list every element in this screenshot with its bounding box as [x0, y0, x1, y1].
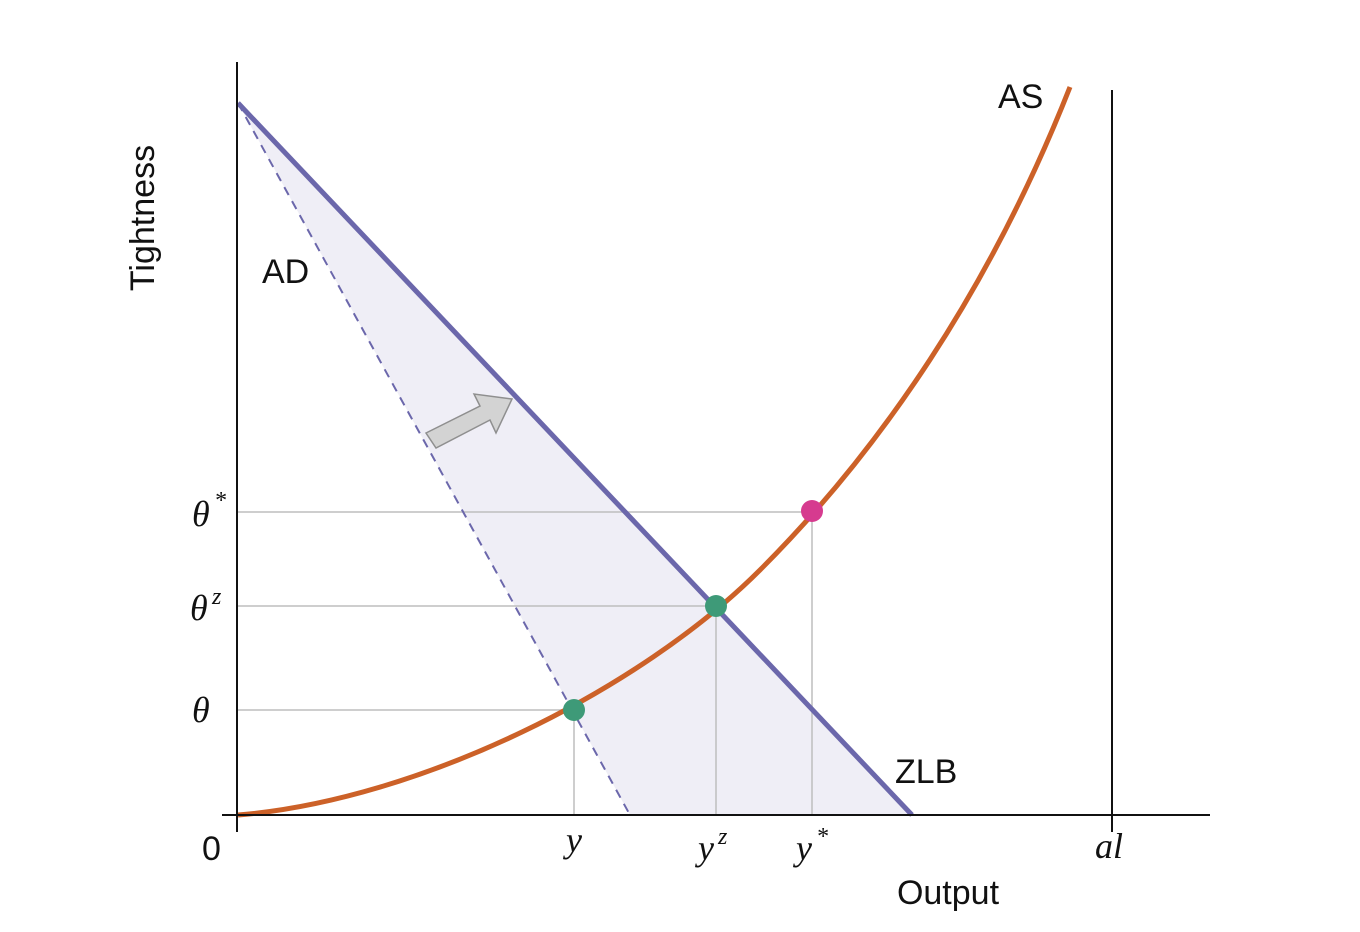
as-label: AS: [998, 78, 1043, 116]
y-tick-theta-star: θ *: [192, 488, 226, 534]
svg-text:y: y: [563, 820, 582, 860]
svg-text:z: z: [211, 584, 222, 610]
y-tick-theta: θ: [192, 690, 210, 730]
origin-label: 0: [202, 830, 221, 868]
svg-text:y: y: [793, 828, 812, 868]
efficient-point: [801, 500, 823, 522]
svg-text:θ: θ: [192, 690, 210, 730]
y-axis-title: Tightness: [124, 145, 162, 291]
svg-text:al: al: [1095, 826, 1123, 866]
ad-dashed-line: [237, 102, 631, 816]
x-axis-title: Output: [897, 874, 1000, 912]
x-tick-y-z: y z: [695, 824, 728, 868]
ad-label: AD: [262, 253, 309, 291]
zlb-label: ZLB: [895, 753, 957, 791]
svg-text:θ: θ: [190, 588, 208, 628]
svg-text:z: z: [717, 824, 728, 850]
x-tick-y-star: y *: [793, 824, 828, 868]
svg-text:y: y: [695, 828, 714, 868]
as-curve: [237, 86, 1073, 818]
svg-text:*: *: [214, 488, 226, 514]
equilibrium-zlb-point: [705, 595, 727, 617]
x-tick-y: y: [563, 820, 582, 860]
svg-text:*: *: [816, 824, 828, 850]
zlb-line: [236, 101, 914, 817]
y-tick-theta-z: θ z: [190, 584, 222, 628]
x-tick-al: al: [1095, 826, 1123, 866]
equilibrium-low-point: [563, 699, 585, 721]
svg-text:θ: θ: [192, 494, 210, 534]
shift-arrow: [424, 393, 514, 449]
